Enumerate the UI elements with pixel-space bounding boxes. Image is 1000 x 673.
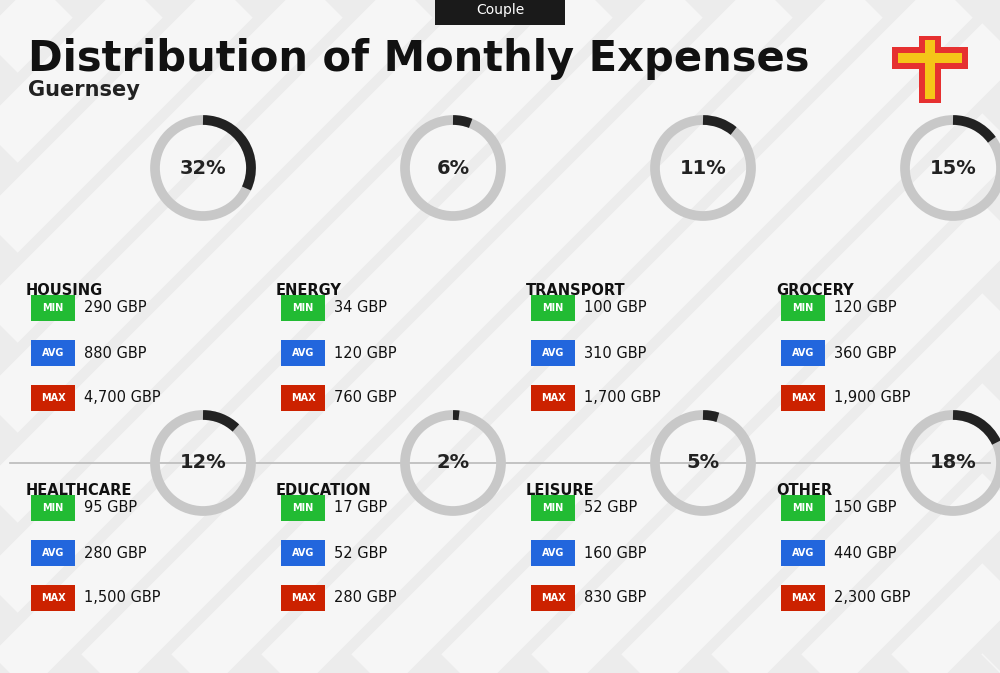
Text: Guernsey: Guernsey	[28, 80, 140, 100]
Text: AVG: AVG	[792, 548, 814, 558]
Text: MAX: MAX	[541, 393, 565, 403]
FancyBboxPatch shape	[281, 340, 325, 366]
Text: AVG: AVG	[542, 348, 564, 358]
Text: 1,900 GBP: 1,900 GBP	[834, 390, 910, 406]
Text: 95 GBP: 95 GBP	[84, 501, 137, 516]
Text: 760 GBP: 760 GBP	[334, 390, 397, 406]
Text: 120 GBP: 120 GBP	[834, 301, 897, 316]
Text: 880 GBP: 880 GBP	[84, 345, 146, 361]
Text: MIN: MIN	[42, 503, 64, 513]
Text: 440 GBP: 440 GBP	[834, 546, 896, 561]
Text: MIN: MIN	[792, 503, 814, 513]
FancyBboxPatch shape	[281, 385, 325, 411]
Text: 1,700 GBP: 1,700 GBP	[584, 390, 661, 406]
Text: 18%: 18%	[930, 454, 976, 472]
FancyBboxPatch shape	[781, 585, 825, 611]
Bar	[925, 40, 935, 99]
Text: MIN: MIN	[42, 303, 64, 313]
Text: TRANSPORT: TRANSPORT	[526, 283, 626, 298]
Text: EDUCATION: EDUCATION	[276, 483, 372, 498]
Text: 280 GBP: 280 GBP	[334, 590, 397, 606]
Text: MIN: MIN	[542, 503, 564, 513]
Text: AVG: AVG	[292, 548, 314, 558]
Text: 160 GBP: 160 GBP	[584, 546, 646, 561]
Bar	[892, 47, 968, 69]
Text: 2%: 2%	[436, 454, 470, 472]
Text: 280 GBP: 280 GBP	[84, 546, 147, 561]
FancyBboxPatch shape	[531, 540, 575, 566]
FancyBboxPatch shape	[531, 495, 575, 521]
FancyBboxPatch shape	[31, 585, 75, 611]
Text: Distribution of Monthly Expenses: Distribution of Monthly Expenses	[28, 38, 810, 80]
Text: LEISURE: LEISURE	[526, 483, 595, 498]
FancyBboxPatch shape	[435, 0, 565, 25]
Text: MIN: MIN	[292, 503, 314, 513]
Text: 830 GBP: 830 GBP	[584, 590, 646, 606]
Text: MIN: MIN	[542, 303, 564, 313]
Text: 360 GBP: 360 GBP	[834, 345, 896, 361]
FancyBboxPatch shape	[31, 540, 75, 566]
Text: Couple: Couple	[476, 3, 524, 17]
Text: 150 GBP: 150 GBP	[834, 501, 896, 516]
Text: 290 GBP: 290 GBP	[84, 301, 147, 316]
FancyBboxPatch shape	[531, 295, 575, 321]
Text: 1,500 GBP: 1,500 GBP	[84, 590, 160, 606]
Bar	[898, 53, 962, 63]
Text: MAX: MAX	[291, 593, 315, 603]
Text: 5%: 5%	[686, 454, 720, 472]
Text: 6%: 6%	[436, 159, 470, 178]
Text: MAX: MAX	[541, 593, 565, 603]
Text: AVG: AVG	[292, 348, 314, 358]
FancyBboxPatch shape	[531, 340, 575, 366]
Text: 11%: 11%	[680, 159, 726, 178]
Text: ENERGY: ENERGY	[276, 283, 342, 298]
Text: 15%: 15%	[930, 159, 976, 178]
Text: MAX: MAX	[791, 593, 815, 603]
Text: 120 GBP: 120 GBP	[334, 345, 397, 361]
Text: HOUSING: HOUSING	[26, 283, 103, 298]
Text: AVG: AVG	[542, 548, 564, 558]
FancyBboxPatch shape	[281, 495, 325, 521]
Text: MAX: MAX	[791, 393, 815, 403]
Bar	[919, 36, 941, 103]
FancyBboxPatch shape	[31, 295, 75, 321]
Text: 52 GBP: 52 GBP	[584, 501, 637, 516]
Text: AVG: AVG	[42, 548, 64, 558]
FancyBboxPatch shape	[281, 540, 325, 566]
FancyBboxPatch shape	[281, 295, 325, 321]
Text: 32%: 32%	[180, 159, 226, 178]
FancyBboxPatch shape	[281, 585, 325, 611]
FancyBboxPatch shape	[781, 295, 825, 321]
Text: 34 GBP: 34 GBP	[334, 301, 387, 316]
Text: 310 GBP: 310 GBP	[584, 345, 646, 361]
Text: MAX: MAX	[291, 393, 315, 403]
FancyBboxPatch shape	[31, 385, 75, 411]
Text: AVG: AVG	[42, 348, 64, 358]
Text: OTHER: OTHER	[776, 483, 832, 498]
FancyBboxPatch shape	[781, 385, 825, 411]
FancyBboxPatch shape	[781, 540, 825, 566]
FancyBboxPatch shape	[31, 495, 75, 521]
Text: AVG: AVG	[792, 348, 814, 358]
Text: 17 GBP: 17 GBP	[334, 501, 387, 516]
Text: MAX: MAX	[41, 593, 65, 603]
FancyBboxPatch shape	[531, 385, 575, 411]
Text: 4,700 GBP: 4,700 GBP	[84, 390, 161, 406]
Text: HEALTHCARE: HEALTHCARE	[26, 483, 132, 498]
Text: MIN: MIN	[292, 303, 314, 313]
Text: GROCERY: GROCERY	[776, 283, 854, 298]
FancyBboxPatch shape	[31, 340, 75, 366]
FancyBboxPatch shape	[781, 495, 825, 521]
Text: 12%: 12%	[180, 454, 226, 472]
FancyBboxPatch shape	[781, 340, 825, 366]
Text: MIN: MIN	[792, 303, 814, 313]
FancyBboxPatch shape	[531, 585, 575, 611]
Text: MAX: MAX	[41, 393, 65, 403]
Text: 100 GBP: 100 GBP	[584, 301, 647, 316]
Text: 2,300 GBP: 2,300 GBP	[834, 590, 910, 606]
Text: 52 GBP: 52 GBP	[334, 546, 387, 561]
